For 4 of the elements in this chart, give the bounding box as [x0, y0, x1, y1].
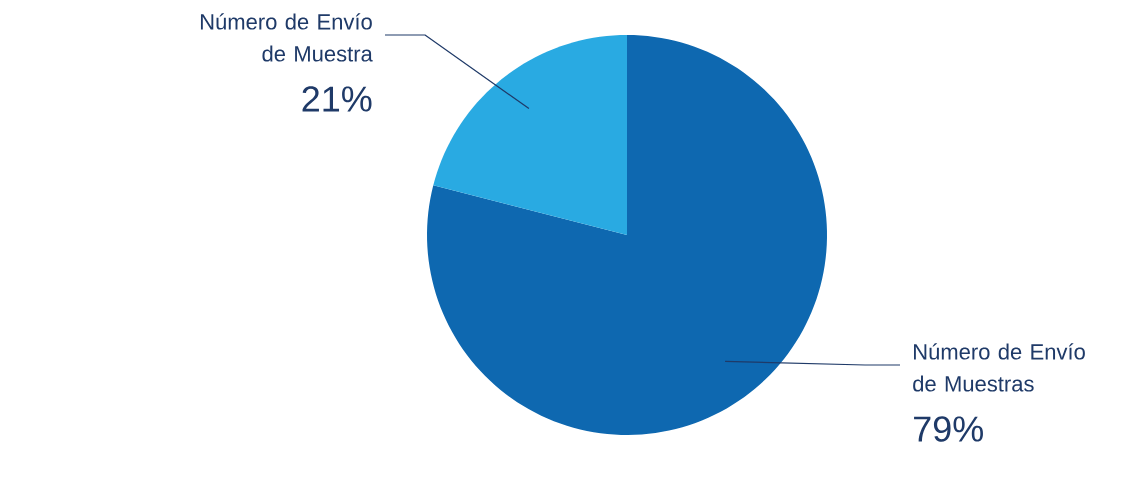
slice-label: Número de Envío de Muestra: [200, 13, 373, 62]
data-label: 21%: [302, 86, 372, 112]
slice-label: Número de Envío de Muestras: [913, 343, 1085, 392]
data-label: 79%: [914, 416, 983, 442]
